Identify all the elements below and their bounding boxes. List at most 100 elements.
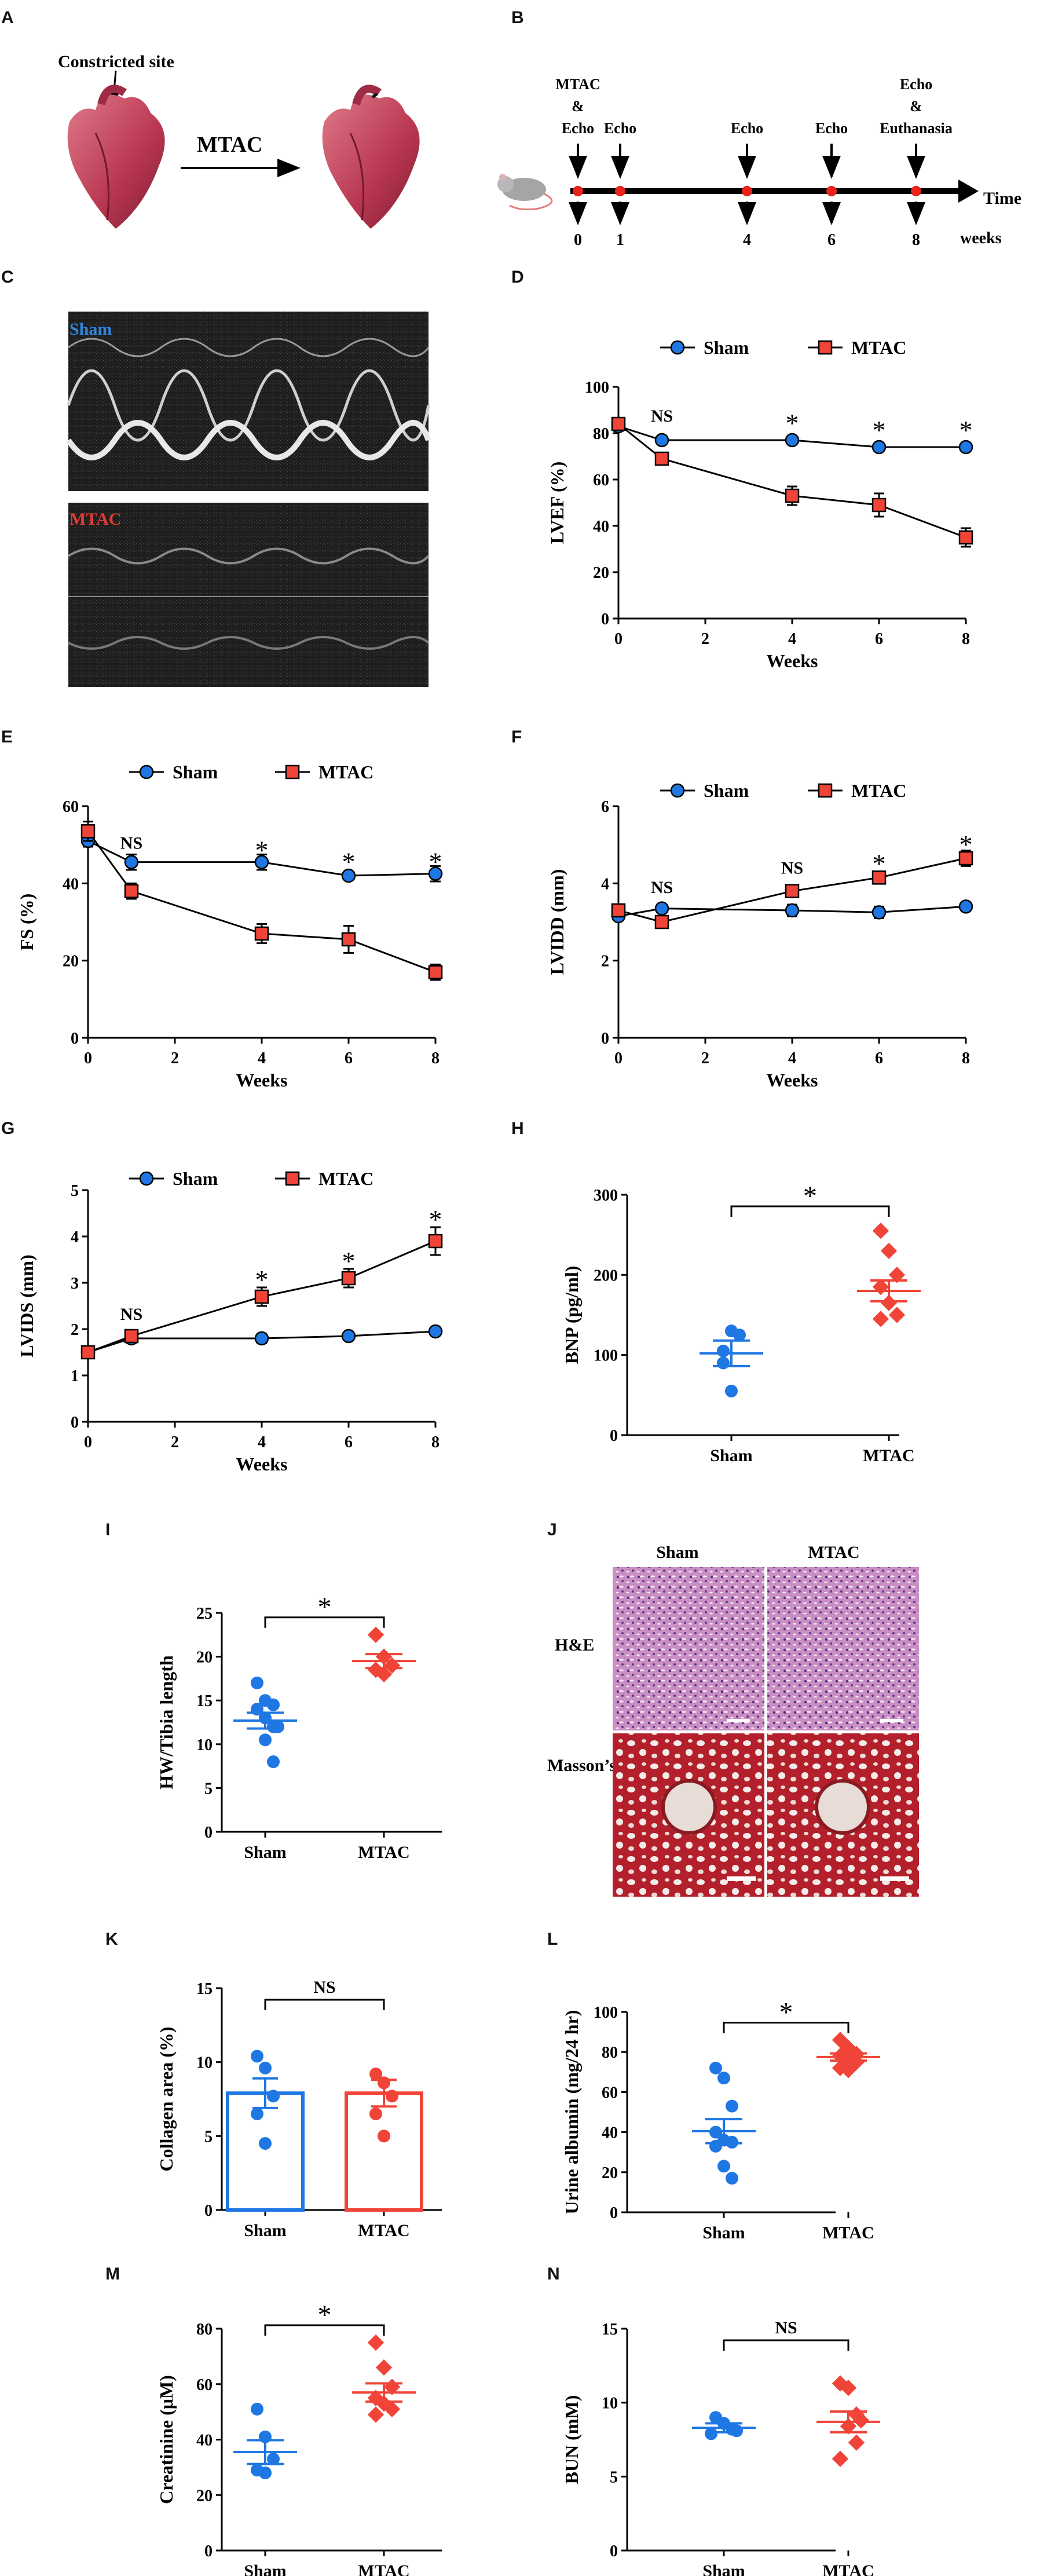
y-tick-label: 40 [602,2124,618,2142]
significance-label: * [342,1246,356,1276]
y-tick-label: 4 [71,1228,79,1246]
timeline-event-label: Echo [815,120,848,137]
data-point-sham [259,1733,272,1747]
y-tick-label: 60 [593,471,609,489]
data-point-mtac [367,1626,384,1643]
significance-bracket [264,1616,385,1628]
y-axis-label: LVIDD (mm) [547,869,567,975]
significance-bracket [723,2339,849,2351]
x-category-label: Sham [702,2562,745,2576]
legend-label-mtac: MTAC [318,1168,373,1189]
timeline-event-label: Echo [900,76,932,93]
mtac-marker [654,914,669,930]
y-tick-label: 2 [71,1321,79,1339]
scale-bar [727,1719,750,1722]
x-axis-label: Weeks [767,650,818,671]
scale-bar [880,1719,903,1722]
timeline-event-label: Echo [731,120,763,137]
significance-label: * [429,1205,442,1234]
panel-label-n: N [547,2264,560,2284]
x-category-label: Sham [244,2221,286,2240]
y-tick-label: 40 [63,875,79,893]
y-axis-label: BUN (mM) [561,2395,582,2484]
significance-label: * [255,1265,269,1294]
timeline-event-dot [742,186,752,196]
data-point-mtac [375,2359,393,2376]
sham-echo-tag: Sham [69,320,112,339]
data-point-mtac [369,2068,382,2081]
timeline-event-label: Echo [604,120,636,137]
y-tick-label: 20 [196,1649,213,1667]
data-point-sham [717,1344,730,1357]
y-tick-label: 2 [601,953,609,971]
data-point-sham [251,1676,263,1689]
y-tick-label: 100 [594,2004,618,2022]
timeline-week-label: 6 [827,231,836,249]
mtac-marker [785,884,800,898]
significance-label: * [255,835,269,865]
timeline-event-dot [826,186,837,196]
legend-label-mtac: MTAC [318,762,373,782]
significance-label: * [429,847,442,876]
chart-panel-g: 0 1 2 3 4 5 LVIDS (mm) 0 2 4 6 8 Weeks NS * * * Sham MTAC [16,1168,443,1474]
he-mtac-image [767,1567,919,1730]
y-tick-label: 25 [196,1605,213,1623]
timeline-event-dot [573,186,583,196]
mtac-arrow-label: MTAC [197,133,262,157]
data-point-sham [717,2072,730,2085]
panel-label-k: K [105,1930,118,1949]
mtac-marker [654,451,669,466]
x-axis-label: Weeks [767,1070,818,1091]
legend-label-sham: Sham [173,1168,218,1189]
mtac-marker [254,1289,269,1304]
data-point-mtac [872,1223,889,1239]
chart-panel-m: 0 20 40 60 80 Creatinine (μM) Sham MTAC * [156,2300,442,2576]
significance-label: * [779,1997,793,2028]
significance-label: * [342,847,356,876]
x-tick-label: 2 [701,630,709,648]
mtac-marker [285,764,300,780]
y-tick-label: 20 [602,2164,618,2182]
sham-marker [871,905,887,920]
significance-label: * [318,1592,332,1623]
x-tick-label: 4 [788,1049,796,1067]
sham-marker [124,855,139,869]
x-tick-label: 2 [171,1433,179,1451]
data-point-sham [709,2139,722,2153]
timeline-arrowhead [958,180,979,203]
sham-marker [871,440,887,455]
sham-marker [654,433,669,448]
data-point-mtac [386,2090,398,2103]
y-tick-label: 20 [63,953,79,971]
data-point-sham [251,2107,263,2121]
y-tick-label: 0 [204,2202,213,2220]
timeline-week-label: 8 [912,231,920,249]
mtac-marker [80,824,96,839]
panel-b-timeline: Time weeks MTAC & Echo 0 Echo 1 Echo 4 Echo 6 Echo… [497,76,1021,249]
mtac-marker [285,1171,300,1186]
mtac-marker [254,926,269,941]
y-axis-label: HW/Tibia length [156,1655,177,1790]
timeline-event-dot [615,186,625,196]
y-tick-label: 20 [593,564,609,582]
legend-label-mtac: MTAC [851,337,906,358]
chart-panel-f: 0 2 4 6 LVIDD (mm) 0 2 4 6 8 Weeks NS NS * * Sham MTAC [547,780,973,1091]
x-tick-label: 2 [701,1049,709,1067]
timeline-event-label: Echo [562,120,594,137]
x-tick-label: 8 [431,1049,440,1067]
y-tick-label: 100 [594,1347,618,1365]
constricted-site-label: Constricted site [58,52,174,71]
mtac-marker [124,1329,139,1344]
heart-before-image [67,85,165,229]
x-tick-label: 6 [345,1049,353,1067]
x-axis-label: Weeks [236,1070,288,1091]
data-point-sham [272,1720,284,1733]
chart-panel-k: 0 5 10 15 Collagen area (%) Sham MTAC NS [156,1978,442,2240]
timeline-week-label: 0 [574,231,582,249]
panel-label-f: F [511,727,522,747]
y-tick-label: 4 [601,875,609,893]
mtac-marker [80,1345,96,1360]
y-tick-label: 0 [601,1030,609,1048]
x-tick-label: 0 [614,1049,622,1067]
